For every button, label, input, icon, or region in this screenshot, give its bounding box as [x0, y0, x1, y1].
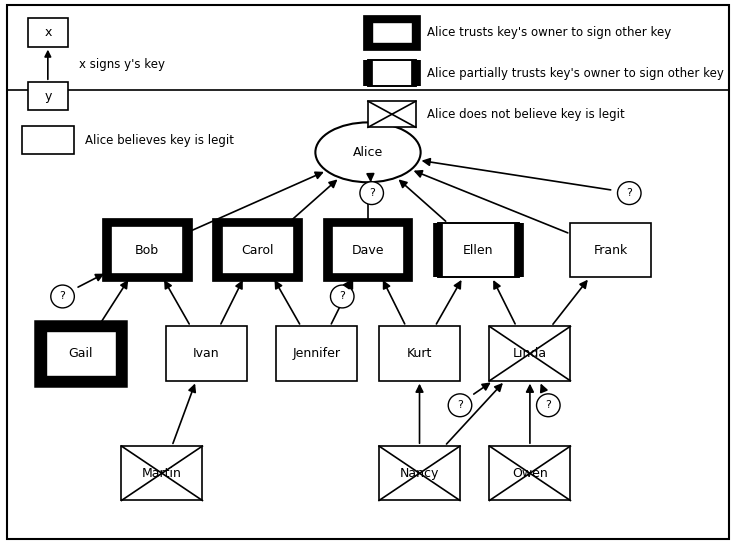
Bar [107, 223, 188, 277]
Bar [46, 331, 116, 376]
Text: Nancy: Nancy [400, 467, 439, 480]
Bar [28, 82, 68, 110]
Text: Dave: Dave [352, 244, 384, 257]
Bar [332, 226, 404, 274]
Text: Linda: Linda [513, 347, 547, 360]
Text: x signs y's key: x signs y's key [79, 58, 165, 71]
Text: Gail: Gail [68, 347, 93, 360]
Text: Carol: Carol [241, 244, 274, 257]
Text: x: x [44, 26, 52, 39]
Bar [372, 22, 412, 43]
Bar [379, 326, 460, 381]
Bar [111, 226, 183, 274]
Text: Frank: Frank [594, 244, 628, 257]
Bar [368, 20, 416, 46]
Bar [368, 60, 416, 86]
Bar [489, 446, 570, 500]
Text: Alice: Alice [353, 146, 383, 159]
Bar [438, 223, 519, 277]
Bar [121, 446, 202, 500]
Bar [368, 101, 416, 127]
Text: Alice partially trusts key's owner to sign other key: Alice partially trusts key's owner to si… [427, 67, 723, 80]
Text: y: y [44, 90, 52, 103]
Bar [332, 226, 404, 274]
Bar [222, 226, 294, 274]
Text: Alice does not believe key is legit: Alice does not believe key is legit [427, 108, 625, 121]
Ellipse shape [360, 182, 383, 205]
Bar [166, 326, 247, 381]
Text: Ivan: Ivan [193, 347, 219, 360]
Text: Kurt: Kurt [407, 347, 432, 360]
Bar [217, 223, 298, 277]
Bar [222, 226, 294, 274]
Text: Jennifer: Jennifer [292, 347, 341, 360]
Bar [379, 446, 460, 500]
Bar [40, 326, 121, 381]
Text: ?: ? [626, 188, 632, 198]
Text: Owen: Owen [512, 467, 548, 480]
Ellipse shape [51, 285, 74, 308]
Ellipse shape [537, 394, 560, 417]
Text: Bob: Bob [135, 244, 159, 257]
Text: Martin: Martin [142, 467, 182, 480]
Ellipse shape [315, 122, 421, 182]
Bar [276, 326, 357, 381]
Ellipse shape [618, 182, 641, 205]
Text: ?: ? [60, 292, 66, 301]
Ellipse shape [448, 394, 472, 417]
Bar [570, 223, 651, 277]
Bar [22, 126, 74, 154]
Text: ?: ? [457, 400, 463, 410]
Bar [111, 226, 183, 274]
Text: ?: ? [339, 292, 345, 301]
Bar [28, 18, 68, 47]
Bar [328, 223, 408, 277]
Text: ?: ? [545, 400, 551, 410]
Ellipse shape [330, 285, 354, 308]
Text: Ellen: Ellen [463, 244, 494, 257]
Text: Alice believes key is legit: Alice believes key is legit [85, 134, 233, 147]
Bar [489, 326, 570, 381]
Text: Alice trusts key's owner to sign other key: Alice trusts key's owner to sign other k… [427, 26, 671, 39]
Text: ?: ? [369, 188, 375, 198]
